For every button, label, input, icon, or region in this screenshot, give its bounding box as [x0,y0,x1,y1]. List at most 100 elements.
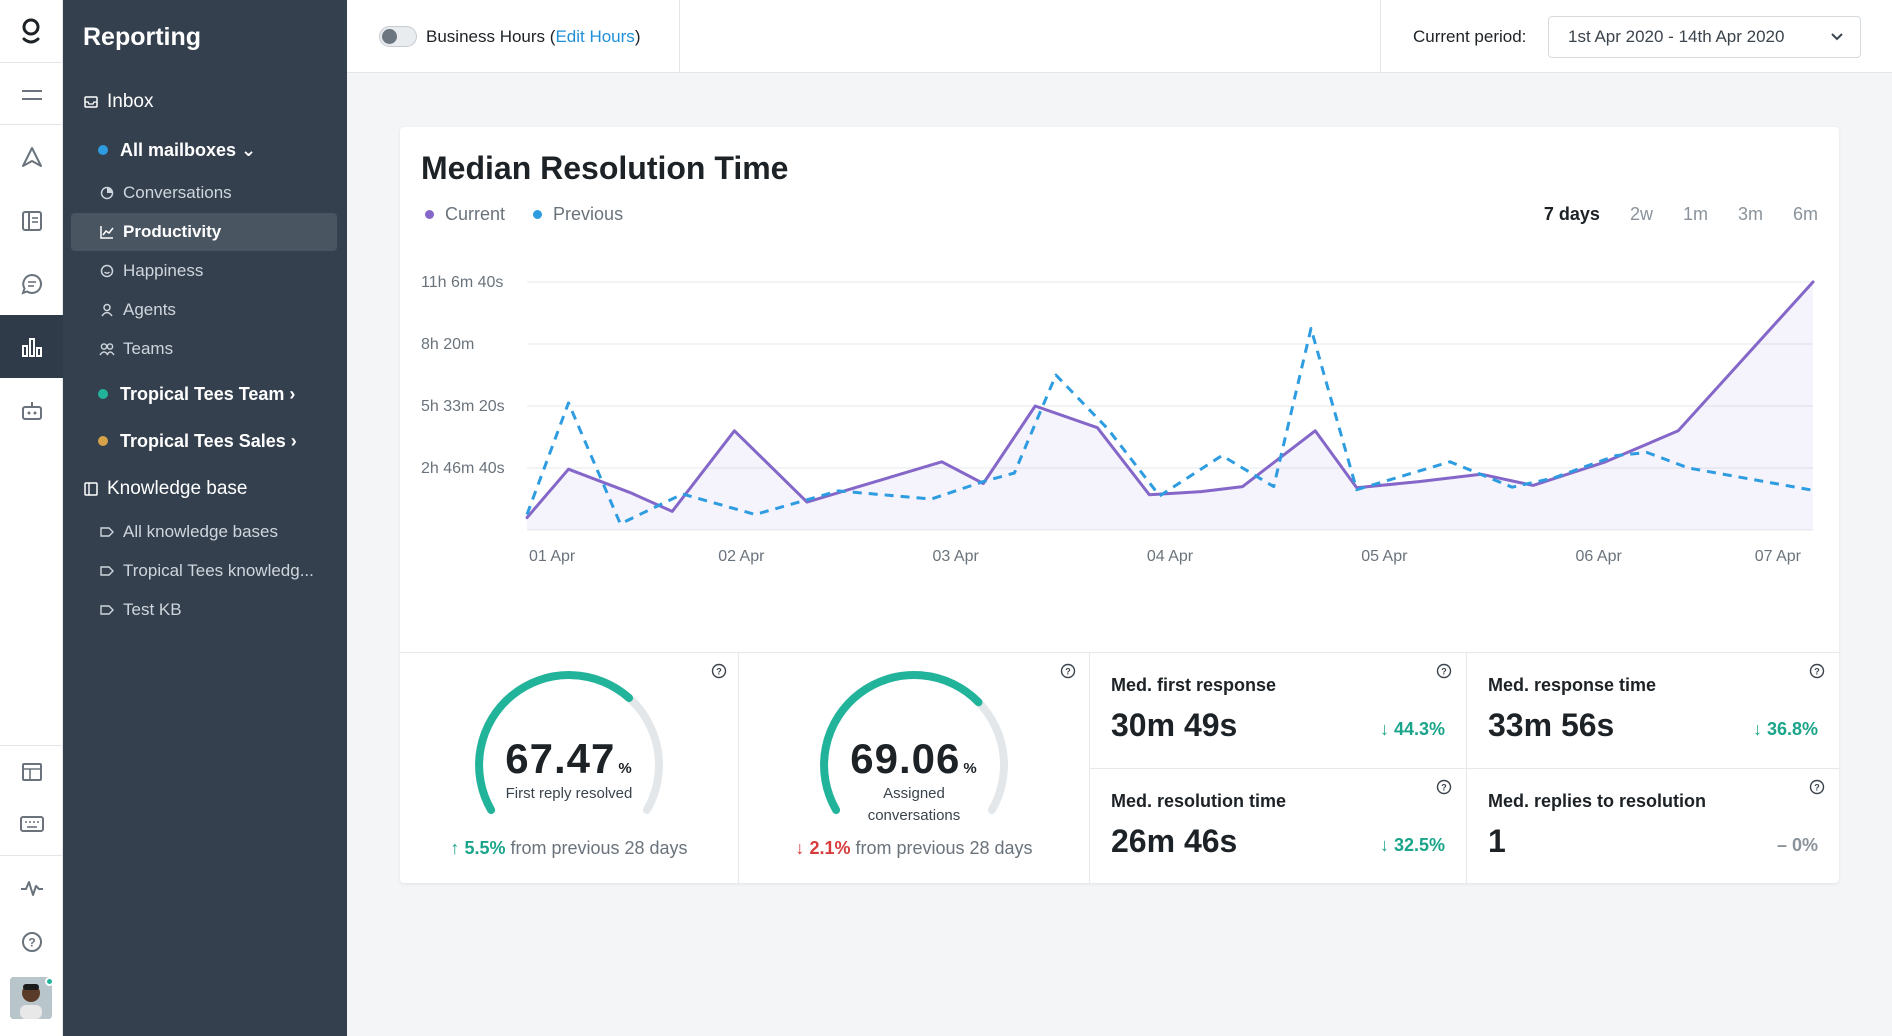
sidebar-item-label: Tropical Tees knowledg... [123,561,314,580]
help-icon[interactable]: ? [0,917,63,967]
business-hours-toggle[interactable] [379,26,417,47]
metric-response-time: Med. response time 33m 56s ↓ 36.8% ? [1467,653,1839,769]
keyboard-icon[interactable] [0,799,63,849]
gauge-arc [475,670,663,814]
help-icon[interactable]: ? [1060,663,1076,679]
x-tick-label: 03 Apr [933,548,980,565]
sidebar-item-label: Conversations [123,183,232,202]
x-tick-label: 04 Apr [1147,548,1194,565]
sidebar-item-happiness[interactable]: Happiness [71,252,337,290]
sidebar-section-label: Inbox [107,91,154,112]
sidebar-item-tropical-tees-team[interactable]: Tropical Tees Team › [71,375,337,413]
period-select[interactable]: 1st Apr 2020 - 14th Apr 2020 [1548,16,1861,58]
sidebar-title: Reporting [83,23,202,51]
metric-first-response: Med. first response 30m 49s ↓ 44.3% ? [1090,653,1467,769]
tag-icon [99,524,115,540]
x-tick-label: 05 Apr [1361,548,1408,565]
sidebar-item-agents[interactable]: Agents [71,291,337,329]
sidebar-item-label: Tropical Tees Sales › [120,430,297,451]
sidebar-section-inbox[interactable]: Inbox [71,83,337,121]
gauge-trend: ↓ 2.1% from previous 28 days [795,838,1033,858]
y-tick-label: 8h 20m [421,336,474,353]
edit-hours-link[interactable]: Edit Hours [555,27,635,46]
sidebar-item-productivity[interactable]: Productivity [71,213,337,251]
gauge-arc [820,670,1008,814]
send-icon[interactable] [0,132,63,182]
series-line-current [525,280,1815,520]
sidebar-section-label: Knowledge base [107,478,248,499]
gauge-label: Assigned conversations [867,785,961,824]
top-bar: Business Hours (Edit Hours) Current peri… [347,0,1892,73]
gauge-value: 67.47% [505,735,633,782]
sidebar-item-conversations[interactable]: Conversations [71,174,337,212]
table-icon[interactable] [0,747,63,797]
metric-resolution-time: Med. resolution time 26m 46s ↓ 32.5% ? [1090,769,1467,884]
legend-current[interactable]: Current [425,204,505,225]
inbox-icon [83,94,99,110]
svg-text:?: ? [1814,667,1820,677]
range-6m[interactable]: 6m [1792,204,1818,224]
y-tick-label: 11h 6m 40s [421,274,503,291]
help-icon[interactable]: ? [1809,779,1825,795]
gauge-value: 69.06% [850,735,978,782]
knowledge-base-icon[interactable] [0,196,63,246]
sidebar-item-all-mailboxes[interactable]: All mailboxes ⌄ [71,131,337,169]
logo-icon [22,18,40,44]
metric-replies-to-resolution: Med. replies to resolution 1 – 0% ? [1467,769,1839,884]
current-period-label: Current period: [1413,27,1527,46]
menu-icon[interactable] [0,70,63,120]
online-status-dot [45,977,54,986]
reporting-icon[interactable] [0,315,63,378]
tag-icon [99,602,115,618]
chat-icon[interactable] [0,259,63,309]
legend-previous[interactable]: Previous [533,204,623,225]
assigned-conversations-gauge: ? 69.06% Assigned conversations ↓ 2.1% fr… [739,653,1090,884]
team-icon [99,341,115,357]
activity-icon[interactable] [0,863,63,913]
svg-text:?: ? [1441,667,1447,677]
reporting-sidebar: Reporting Inbox All mailboxes ⌄ Conversa… [63,0,347,1036]
chevron-down-icon [1831,33,1843,41]
gauge-label: First reply resolved [505,785,633,802]
help-icon[interactable]: ? [711,663,727,679]
sidebar-item-tropical-tees-knowledge[interactable]: Tropical Tees knowledg... [71,552,337,590]
svg-text:?: ? [1814,783,1820,793]
person-icon [99,302,115,318]
sidebar-item-label: Teams [123,339,174,358]
gauge-fill [475,671,634,814]
sidebar-section-knowledge-base[interactable]: Knowledge base [71,470,337,508]
sidebar-item-all-knowledge-bases[interactable]: All knowledge bases [71,513,337,551]
sidebar-item-label: Test KB [123,600,182,619]
help-icon[interactable]: ? [1809,663,1825,679]
icon-rail: ? [0,0,63,1036]
median-resolution-card: Median Resolution Time Current Previous … [400,127,1839,884]
book-icon [83,481,99,497]
sidebar-item-tropical-tees-sales[interactable]: Tropical Tees Sales › [71,422,337,460]
stats-row: ? 67.47% First reply resolved ↑ 5.5% fro… [400,652,1839,884]
app-logo[interactable] [0,0,62,63]
range-1m[interactable]: 1m [1682,204,1708,224]
x-tick-label: 06 Apr [1576,548,1623,565]
sidebar-item-label: Tropical Tees Team › [120,383,296,404]
line-chart-icon [99,224,115,240]
first-reply-resolved-gauge: ? 67.47% First reply resolved ↑ 5.5% fro… [400,653,739,884]
bot-icon[interactable] [0,386,63,436]
range-7-days[interactable]: 7 days [1543,204,1600,224]
svg-text:?: ? [1065,667,1071,677]
sidebar-item-teams[interactable]: Teams [71,330,337,368]
x-tick-label: 02 Apr [718,548,765,565]
svg-text:?: ? [28,936,35,950]
range-2w[interactable]: 2w [1629,204,1653,224]
chart-title: Median Resolution Time [421,150,789,186]
sidebar-item-label: Happiness [123,261,204,280]
conversations-icon [99,185,115,201]
sidebar-item-test-kb[interactable]: Test KB [71,591,337,629]
y-tick-label: 5h 33m 20s [421,398,505,415]
svg-text:?: ? [716,667,722,677]
range-3m[interactable]: 3m [1737,204,1763,224]
mailbox-color-dot [98,145,108,155]
help-icon[interactable]: ? [1436,663,1452,679]
help-icon[interactable]: ? [1436,779,1452,795]
team-color-dot [98,389,108,399]
svg-text:?: ? [1441,783,1447,793]
